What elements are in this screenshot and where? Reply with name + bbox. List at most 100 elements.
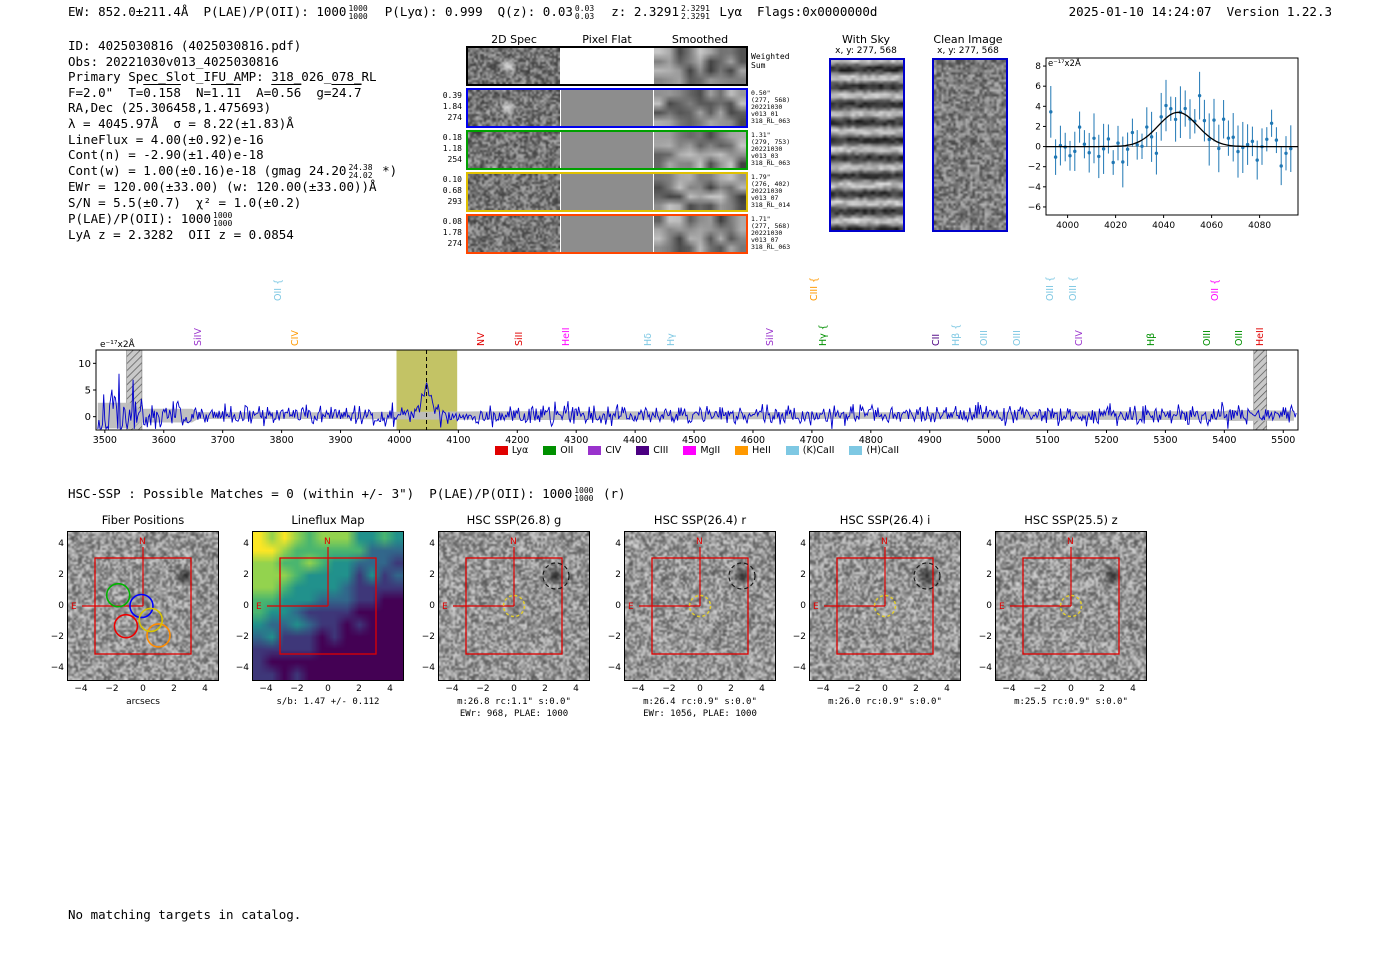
right-label: 1.79" xyxy=(751,173,771,181)
legend-swatch xyxy=(683,446,697,455)
spec2d-row xyxy=(466,130,748,170)
cutout-title: HSC SSP(26.8) g xyxy=(466,513,562,527)
left-label: 1.18 xyxy=(442,144,462,153)
text-segment: RA,Dec (25.306458,1.475693) xyxy=(68,100,272,116)
text-segment: 1.11 xyxy=(211,84,242,100)
svg-text:3900: 3900 xyxy=(328,435,352,446)
text-segment: Cont(n) = -2.90(±1.40)e-18 xyxy=(68,147,264,163)
line-annotation-OIII: OIII { xyxy=(1044,276,1056,301)
svg-text:4020: 4020 xyxy=(1104,221,1127,231)
cutout-caption: m:26.8 rc:1.1" s:0.0" xyxy=(457,697,571,707)
fraction-bottom: 24.02 xyxy=(348,170,373,180)
spec2d-row-left-labels: 0.10 0.68 293 xyxy=(432,174,462,207)
svg-text:4200: 4200 xyxy=(505,435,529,446)
left-label: 274 xyxy=(447,113,462,122)
clean-title: Clean Image xyxy=(933,33,1003,46)
cutout-ytick: 0 xyxy=(800,601,806,611)
svg-text:E: E xyxy=(999,602,1005,612)
cutout-xtick: 4 xyxy=(573,684,579,694)
line-annotation-CIII: CIII { xyxy=(809,276,821,301)
left-label: 0.68 xyxy=(442,186,462,195)
svg-text:N: N xyxy=(1067,537,1074,547)
cutout-ytick: −2 xyxy=(235,632,249,642)
text-segment: Cont(w) = 1.00(±0.16)e-18 (gmag 24.20 xyxy=(68,162,347,178)
weighted-sum-line: Weighted xyxy=(751,52,790,61)
spec2d-col-title-2dspec: 2D Spec xyxy=(491,33,537,46)
spec2d-cell xyxy=(468,216,560,252)
cutout-ytick: 2 xyxy=(800,570,806,580)
cutout-ytick: 4 xyxy=(986,539,992,549)
cutout-ytick: −4 xyxy=(607,663,621,673)
smoothed-cell xyxy=(654,174,746,210)
withsky-coords: x, y: 277, 568 xyxy=(835,46,897,56)
svg-text:4060: 4060 xyxy=(1200,221,1223,231)
fraction-bottom: 2.3291 xyxy=(680,12,710,21)
svg-text:3500: 3500 xyxy=(93,435,117,446)
cutout-xtick: −2 xyxy=(847,684,861,694)
stacked-fraction: 1000 1000 xyxy=(574,487,593,502)
svg-text:4000: 4000 xyxy=(387,435,411,446)
text-segment: HSC-SSP : Possible Matches = 0 (within +… xyxy=(68,486,573,501)
legend-item: (K)CaII xyxy=(785,445,834,456)
spec2d-cell xyxy=(468,90,560,126)
cutout-ytick: 0 xyxy=(58,601,64,611)
info-line: LineFlux = 4.00(±0.92)e-16 xyxy=(68,132,397,148)
text-segment: 0.56 xyxy=(271,84,302,100)
cutout-xtick: 0 xyxy=(882,684,888,694)
legend-item: (H)CaII xyxy=(849,445,899,456)
left-label: 254 xyxy=(447,155,462,164)
svg-text:4400: 4400 xyxy=(623,435,647,446)
svg-text:4300: 4300 xyxy=(564,435,588,446)
right-label: 1.31" xyxy=(751,131,771,139)
cutout-ytick: 0 xyxy=(429,601,435,611)
right-label: (276, 402) xyxy=(751,180,791,188)
spec2d-row xyxy=(466,172,748,212)
spec2d-row-left-labels: 0.39 1.84 274 xyxy=(432,90,462,123)
svg-text:E: E xyxy=(256,602,262,612)
svg-text:N: N xyxy=(510,537,517,547)
withsky-title: With Sky xyxy=(842,33,890,46)
svg-text:8: 8 xyxy=(1035,62,1041,72)
legend-swatch xyxy=(543,446,557,455)
left-label: 274 xyxy=(447,239,462,248)
spec2d-cell xyxy=(468,48,560,84)
left-label: 1.78 xyxy=(442,228,462,237)
cutout-ytick: 2 xyxy=(986,570,992,580)
cutout-overlay-4: NE xyxy=(628,537,756,655)
right-label: v013_01 xyxy=(751,110,779,118)
svg-text:5500: 5500 xyxy=(1271,435,1295,446)
left-label: 0.39 xyxy=(442,91,462,100)
right-label: v013_07 xyxy=(751,236,779,244)
legend-item: Lyα xyxy=(494,445,528,456)
pixelflat-cell xyxy=(561,174,653,210)
cutout-xtick: 2 xyxy=(542,684,548,694)
cutout-ytick: 0 xyxy=(243,601,249,611)
text-segment: 0.158 xyxy=(143,84,181,100)
right-label: 20221030 xyxy=(751,187,783,195)
cutout-xtick: 4 xyxy=(387,684,393,694)
cutout-xtick: 2 xyxy=(728,684,734,694)
legend-label: CIV xyxy=(605,445,622,456)
cutout-xtick: 0 xyxy=(511,684,517,694)
cutout-ytick: −2 xyxy=(50,632,64,642)
cutout-overlay-6: NE xyxy=(999,537,1120,655)
legend-item: HeII xyxy=(735,445,771,456)
cutout-ytick: 0 xyxy=(615,601,621,611)
cutout-title: HSC SSP(25.5) z xyxy=(1024,513,1118,527)
right-label: 318_RL_014 xyxy=(751,201,791,209)
text-segment: A= xyxy=(241,84,272,100)
legend-swatch xyxy=(494,446,508,455)
svg-text:−6: −6 xyxy=(1028,203,1042,213)
spec2d-row-right-labels: 1.31" (279, 753) 20221030 v013_03 318_RL_063 xyxy=(751,132,803,167)
svg-text:4500: 4500 xyxy=(682,435,706,446)
text-segment: (r) xyxy=(595,486,626,501)
cutout-title: Fiber Positions xyxy=(101,513,185,527)
legend-swatch xyxy=(849,446,863,455)
text-segment: F=2.0" T= xyxy=(68,84,144,100)
legend-item: MgII xyxy=(683,445,720,456)
text-segment: EW: 852.0±211.4Å P(LAE)/P(OII): 1000 xyxy=(68,4,347,19)
cutout-caption: EWr: 1056, PLAE: 1000 xyxy=(643,709,757,719)
cutout-xtick: −2 xyxy=(290,684,304,694)
text-segment: Primary Spec_Slot_IFU_AMP: 318_026_078_R… xyxy=(68,69,377,85)
right-label: 20221030 xyxy=(751,229,783,237)
